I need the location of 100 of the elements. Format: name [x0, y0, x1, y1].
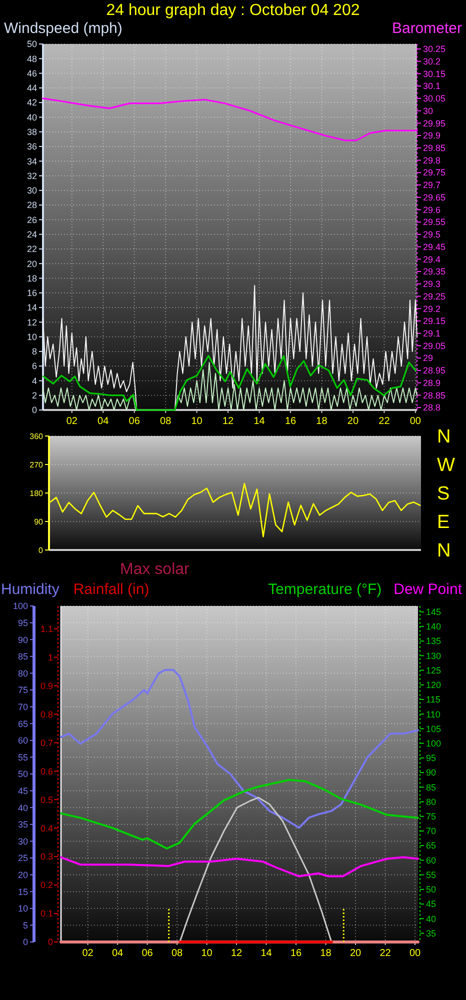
- text: W: [437, 455, 455, 476]
- y2-tick-label: 29.55: [423, 217, 446, 228]
- y-tick-label: 6: [32, 361, 37, 372]
- y3-tick-label: 110: [426, 709, 440, 720]
- y2-tick-label: 29.95: [423, 118, 446, 128]
- text: N: [437, 426, 451, 448]
- y2-tick-label: 29.75: [423, 168, 446, 178]
- y-tick-label: 100: [12, 601, 28, 612]
- y2-tick-label: 29.4: [423, 254, 441, 264]
- y-tick-label: 35: [18, 820, 28, 830]
- y2-axis-title: Rainfall (in): [73, 581, 150, 598]
- x-tick-label: 02: [66, 416, 78, 427]
- y-tick-label: 18: [26, 273, 37, 284]
- y3-tick-label: 45: [426, 899, 436, 910]
- y3-tick-label: 115: [426, 694, 440, 705]
- y-tick-label: 360: [30, 432, 44, 441]
- y2-tick-label: 0.2: [40, 880, 53, 890]
- y2-tick-label: 29.05: [423, 340, 446, 351]
- y-tick-label: 0: [22, 937, 28, 948]
- x-tick-label: 04: [112, 948, 124, 959]
- y2-tick-label: 29: [423, 353, 434, 364]
- y2-tick-label: 29.1: [423, 328, 441, 338]
- line-series: [49, 482, 421, 538]
- y2-axis-title: Barometer: [392, 20, 462, 37]
- x-tick-label: 04: [98, 416, 110, 427]
- y-tick-label: 85: [18, 652, 28, 662]
- y2-tick-label: 30.25: [423, 44, 446, 54]
- y3-tick-label: 95: [426, 753, 436, 764]
- y3-tick-label: 65: [426, 840, 436, 851]
- y2-tick-label: 0: [48, 937, 53, 948]
- y-tick-label: 0: [32, 405, 37, 416]
- x-tick-label: 20: [347, 416, 359, 427]
- text: Max solar: [120, 561, 190, 578]
- y-tick-label: 40: [26, 112, 37, 122]
- y2-tick-label: 29.8: [423, 155, 441, 166]
- x-tick-label: 00: [410, 416, 422, 427]
- y2-tick-label: 30.15: [423, 68, 446, 79]
- y-tick-label: 75: [18, 685, 28, 696]
- y2-tick-label: 28.8: [423, 402, 441, 413]
- x-tick-label: 10: [201, 948, 213, 959]
- y3-tick-label: 60: [426, 855, 436, 866]
- y-tick-label: 16: [26, 288, 37, 298]
- y-tick-label: 32: [26, 170, 37, 181]
- y2-tick-label: 28.95: [423, 366, 446, 376]
- x-tick-label: 18: [316, 416, 328, 427]
- y-axis-title: Windspeed (mph): [4, 20, 122, 37]
- y-tick-label: 60: [18, 736, 28, 746]
- y-tick-label: 10: [18, 904, 28, 914]
- y2-tick-label: 29.65: [423, 192, 446, 202]
- y-tick-label: 48: [26, 54, 37, 64]
- y2-tick-label: 29.2: [423, 304, 441, 314]
- y2-tick-label: 29.85: [423, 143, 446, 154]
- x-tick-label: 20: [350, 948, 362, 959]
- y2-tick-label: 1.1: [40, 624, 53, 634]
- y-tick-label: 26: [26, 214, 37, 225]
- x-tick-label: 14: [254, 416, 266, 427]
- y2-tick-label: 29.7: [423, 180, 441, 190]
- x-tick-label: 08: [171, 948, 184, 959]
- y-tick-label: 5: [22, 920, 28, 930]
- y-tick-label: 12: [26, 317, 37, 328]
- y3-tick-label: 105: [426, 724, 442, 734]
- y-tick-label: 42: [26, 98, 37, 108]
- y-tick-label: 20: [18, 870, 28, 880]
- y-tick-label: 46: [26, 68, 37, 78]
- x-tick-label: 22: [380, 948, 392, 959]
- x-tick-label: 02: [82, 948, 94, 959]
- y-tick-label: 70: [18, 702, 28, 712]
- y3-tick-label: 140: [426, 622, 442, 632]
- y2-tick-label: 29.6: [423, 204, 441, 215]
- y2-tick-label: 28.9: [423, 378, 441, 388]
- text: E: [437, 512, 450, 534]
- chart-title: 24 hour graph day : October 04 202: [106, 2, 360, 19]
- y-tick-label: 10: [26, 332, 37, 342]
- x-tick-label: 10: [191, 416, 203, 427]
- y-tick-label: 22: [26, 244, 37, 254]
- y-tick-label: 90: [34, 517, 44, 526]
- y-tick-label: 34: [26, 156, 37, 166]
- y3-tick-label: 120: [426, 680, 442, 690]
- y-tick-label: 270: [30, 460, 44, 470]
- y3-tick-label: 90: [426, 768, 436, 778]
- x-tick-label: 12: [222, 416, 234, 427]
- x-tick-label: 06: [142, 948, 154, 959]
- y-tick-label: 40: [18, 802, 28, 813]
- y2-tick-label: 29.5: [423, 230, 441, 240]
- y2-tick-label: 0.1: [40, 908, 53, 919]
- y2-tick-label: 29.9: [423, 130, 441, 141]
- y-tick-label: 38: [26, 126, 37, 137]
- x-tick-label: 22: [378, 416, 390, 427]
- y-tick-label: 45: [18, 786, 28, 796]
- y2-tick-label: 0.4: [40, 823, 53, 834]
- y2-tick-label: 29.35: [423, 266, 446, 277]
- y-tick-label: 36: [26, 142, 37, 152]
- y2-tick-label: 29.25: [423, 291, 446, 302]
- y2-tick-label: 30.1: [423, 81, 441, 92]
- y-tick-label: 8: [32, 346, 37, 357]
- y2-tick-label: 30.2: [423, 56, 441, 66]
- y-tick-label: 50: [18, 769, 28, 780]
- y2-tick-label: 30.05: [423, 94, 446, 104]
- y-tick-label: 14: [26, 302, 37, 313]
- text: S: [437, 484, 450, 505]
